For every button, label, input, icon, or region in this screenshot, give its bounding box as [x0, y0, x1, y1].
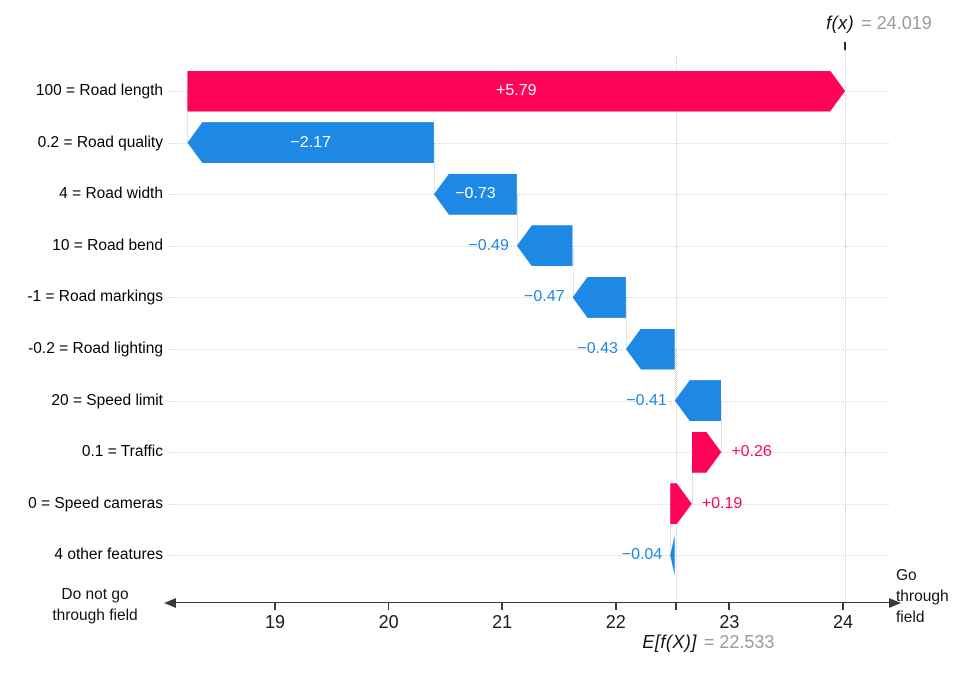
feature-label: -0.2 = Road lighting: [28, 340, 163, 357]
gridline: [168, 452, 890, 454]
bar-connector-line: [187, 91, 189, 143]
bar-value-label: +0.19: [701, 494, 743, 512]
x-tick-label: 21: [492, 612, 513, 632]
feature-bar: [187, 71, 845, 112]
x-tick-mark: [387, 603, 390, 610]
x-axis-right-arrow: [889, 598, 901, 608]
gridline: [168, 297, 890, 299]
x-tick-label: 19: [264, 612, 286, 632]
fx-label-tick: [844, 42, 847, 50]
feature-bar: [433, 173, 517, 215]
gridline: [168, 142, 890, 144]
bar-connector-line: [433, 142, 435, 195]
fx-label: f(x): [826, 13, 855, 33]
x-tick-label: 23: [719, 612, 740, 632]
x-tick-mark: [842, 603, 844, 610]
efx-reference-line: [676, 56, 678, 602]
x-tick-mark: [501, 603, 503, 610]
bar-value-label: +0.26: [731, 443, 772, 461]
bar-connector-line: [691, 452, 693, 504]
feature-label: 4 = Road width: [59, 185, 163, 203]
bar-value-label: +5.79: [496, 82, 537, 99]
feature-label: 0 = Speed cameras: [28, 494, 163, 512]
feature-bar: [625, 328, 675, 370]
gridline: [168, 194, 890, 196]
bar-value-label: −0.47: [524, 288, 565, 306]
feature-label: 4 other features: [54, 546, 163, 564]
x-tick-mark: [614, 603, 617, 610]
bar-value-label: −0.73: [455, 185, 496, 203]
feature-label: 10 = Road bend: [52, 236, 163, 254]
bar-connector-line: [674, 349, 676, 401]
bar-value-label: −0.49: [468, 236, 509, 254]
feature-label: 100 = Road length: [35, 82, 163, 99]
efx-label: E[f(X)]: [642, 632, 697, 652]
efx-annotation: E[f(X)] = 22.533: [642, 632, 774, 653]
bar-connector-line: [721, 400, 723, 453]
x-tick-label: 22: [605, 612, 626, 632]
feature-bar: [692, 432, 722, 473]
feature-bar: [674, 380, 722, 422]
feature-label: 20 = Speed limit: [51, 391, 163, 409]
bar-value-label: −0.43: [577, 340, 618, 357]
feature-label: -1 = Road markings: [27, 288, 163, 306]
bar-connector-line: [572, 245, 574, 298]
feature-label: 0.2 = Road quality: [37, 133, 163, 151]
gridline: [168, 555, 890, 557]
feature-bar: [670, 483, 692, 524]
x-tick-label: 20: [378, 612, 399, 632]
x-tick-mark: [728, 603, 731, 610]
fx-value: = 24.019: [861, 13, 932, 33]
x-tick-mark: [274, 603, 276, 610]
axis-left-caption: Do not go through field: [52, 586, 138, 624]
efx-value: = 22.533: [703, 632, 775, 652]
bar-connector-line: [516, 194, 518, 246]
x-axis-left-arrow: [164, 598, 176, 608]
x-tick-label: 24: [832, 612, 854, 632]
feature-bar: [516, 225, 573, 267]
feature-bar: [187, 122, 434, 164]
gridline: [168, 503, 890, 505]
bar-value-label: −0.41: [626, 391, 667, 409]
feature-label: 0.1 = Traffic: [81, 443, 163, 461]
efx-tick-mark: [675, 603, 678, 610]
bar-connector-line: [625, 297, 627, 349]
bar-value-label: −2.17: [290, 133, 331, 151]
feature-bar: [572, 276, 626, 318]
gridline: [168, 400, 890, 402]
bar-connector-line: [670, 503, 672, 556]
x-axis: [175, 602, 890, 603]
gridline: [168, 349, 890, 350]
fx-reference-line: [845, 50, 847, 602]
axis-right-caption: Go through field: [896, 567, 949, 626]
bar-value-label: −0.04: [621, 546, 663, 564]
fx-annotation: f(x) = 24.019: [826, 13, 932, 34]
feature-bar: [670, 534, 675, 576]
